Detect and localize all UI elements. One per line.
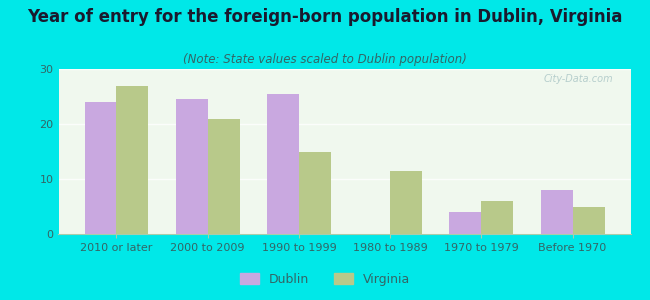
Legend: Dublin, Virginia: Dublin, Virginia bbox=[235, 268, 415, 291]
Text: (Note: State values scaled to Dublin population): (Note: State values scaled to Dublin pop… bbox=[183, 52, 467, 65]
Bar bbox=[573, 206, 604, 234]
Bar bbox=[482, 201, 514, 234]
Text: Year of entry for the foreign-born population in Dublin, Virginia: Year of entry for the foreign-born popul… bbox=[27, 8, 623, 26]
Bar bbox=[449, 212, 482, 234]
Bar bbox=[390, 171, 422, 234]
Bar bbox=[267, 94, 299, 234]
Text: City-Data.com: City-Data.com bbox=[543, 74, 614, 84]
Bar bbox=[116, 85, 148, 234]
Bar bbox=[207, 118, 240, 234]
Bar bbox=[176, 99, 207, 234]
Bar bbox=[84, 102, 116, 234]
Bar bbox=[541, 190, 573, 234]
Bar bbox=[299, 152, 331, 234]
